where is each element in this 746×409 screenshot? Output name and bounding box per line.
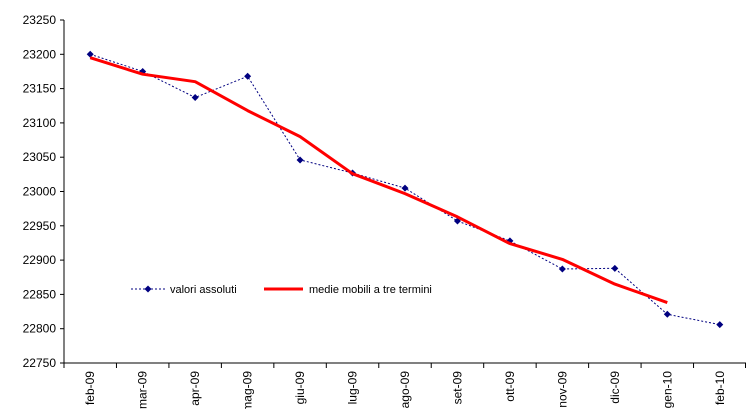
x-tick-label-ago-09: ago-09 xyxy=(398,371,412,409)
x-tick-label-dic-09: dic-09 xyxy=(608,371,622,404)
y-tick-label: 23150 xyxy=(23,82,57,96)
series-point-valori-assoluti xyxy=(296,156,304,164)
series-point-valori-assoluti xyxy=(663,310,671,318)
y-tick-label: 23200 xyxy=(23,47,57,61)
x-tick-label-nov-09: nov-09 xyxy=(555,371,569,408)
x-tick-label-feb-09: feb-09 xyxy=(83,371,97,405)
y-tick-label: 23100 xyxy=(23,116,57,130)
series-point-valori-assoluti xyxy=(558,265,566,273)
legend: valori assoluti medie mobili a tre termi… xyxy=(131,284,432,296)
x-tick-label-ott-09: ott-09 xyxy=(503,371,517,402)
legend-marker-valori-assoluti xyxy=(144,285,152,293)
y-tick-label: 22850 xyxy=(23,287,57,301)
y-tick-label: 22900 xyxy=(23,253,57,267)
x-axis: feb-09 mar-09 apr-09 mag-09 giu-09 lug-09 ago-… xyxy=(63,362,746,409)
series-point-valori-assoluti xyxy=(611,264,619,272)
x-tick-label-giu-09: giu-09 xyxy=(293,371,307,405)
series-point-valori-assoluti xyxy=(86,50,94,58)
series-line-medie-mobili-a-tre-termini xyxy=(89,56,668,305)
y-axis: 22750 22800 22850 22900 22950 23000 23050 23100… xyxy=(23,13,65,370)
x-tick-label-feb-10: feb-10 xyxy=(713,371,727,405)
series-point-valori-assoluti xyxy=(716,321,724,329)
x-tick-label-apr-09: apr-09 xyxy=(188,371,202,406)
series-point-valori-assoluti xyxy=(191,94,199,102)
y-tick-label: 23250 xyxy=(23,13,57,27)
y-tick-label: 23050 xyxy=(23,150,57,164)
x-tick-label-gen-10: gen-10 xyxy=(660,371,674,409)
series-point-valori-assoluti xyxy=(244,72,252,80)
y-tick-label: 22950 xyxy=(23,219,57,233)
x-tick-label-set-09: set-09 xyxy=(450,371,464,405)
y-tick-label: 23000 xyxy=(23,185,57,199)
legend-label-medie-mobili: medie mobili a tre termini xyxy=(309,284,432,296)
x-tick-label-lug-09: lug-09 xyxy=(346,371,360,405)
x-tick-label-mag-09: mag-09 xyxy=(241,371,255,409)
series-point-valori-assoluti xyxy=(401,184,409,192)
series-layer xyxy=(86,50,724,329)
legend-label-valori-assoluti: valori assoluti xyxy=(170,284,237,296)
y-tick-label: 22800 xyxy=(23,322,57,336)
x-tick-label-mar-09: mar-09 xyxy=(136,371,150,409)
y-tick-label: 22750 xyxy=(23,356,57,370)
